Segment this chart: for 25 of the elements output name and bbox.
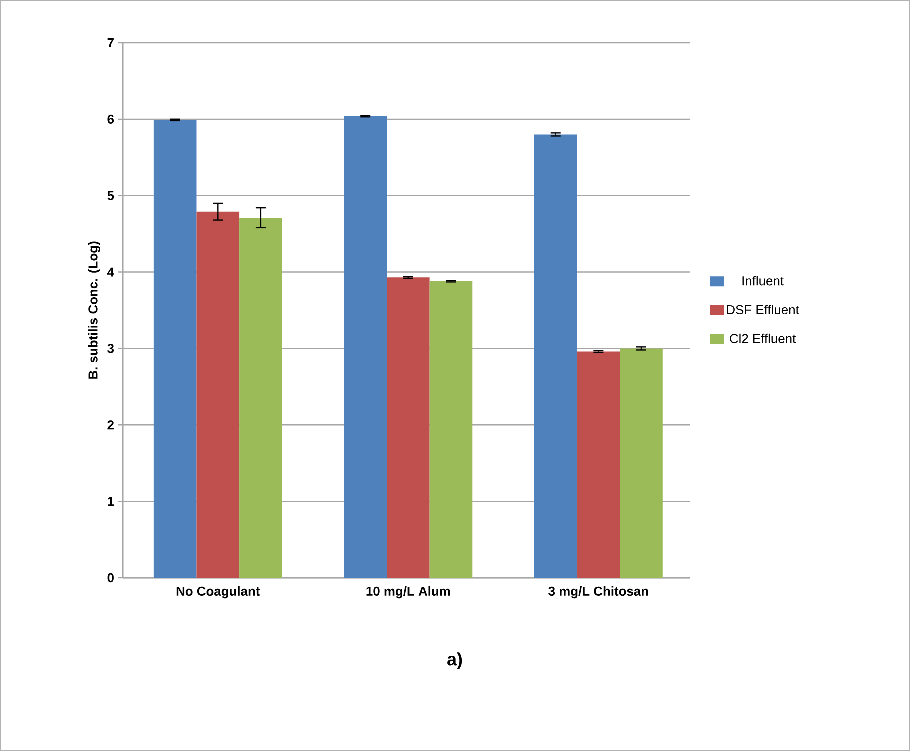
legend-label: Influent <box>742 276 784 286</box>
bar <box>344 116 388 578</box>
y-tick-label: 5 <box>108 191 114 200</box>
y-tick-label: 3 <box>108 344 114 354</box>
x-tick-label: 3 mg/L Chitosan <box>548 586 648 599</box>
y-tick-label: 2 <box>108 420 114 430</box>
bar <box>577 352 620 578</box>
bar <box>430 281 473 578</box>
bar <box>154 120 197 578</box>
x-tick-label: 10 mg/L Alum <box>366 586 450 599</box>
bar <box>240 218 282 578</box>
bar <box>534 134 578 578</box>
x-tick-label: No Coagulant <box>176 586 260 599</box>
text: a) <box>448 652 462 670</box>
y-tick-label: 7 <box>108 38 114 48</box>
y-tick-label: 0 <box>108 573 114 583</box>
legend-label: Cl2 Effluent <box>730 334 796 344</box>
legend-label: DSF Effluent <box>727 305 800 315</box>
bar <box>620 348 663 578</box>
bar <box>196 212 240 578</box>
bar <box>387 278 430 578</box>
y-axis-title: B. subtilis Conc. (Log) <box>88 242 100 379</box>
y-tick-label: 6 <box>108 114 114 124</box>
y-tick-label: 1 <box>108 497 114 506</box>
y-tick-label: 4 <box>107 268 114 277</box>
